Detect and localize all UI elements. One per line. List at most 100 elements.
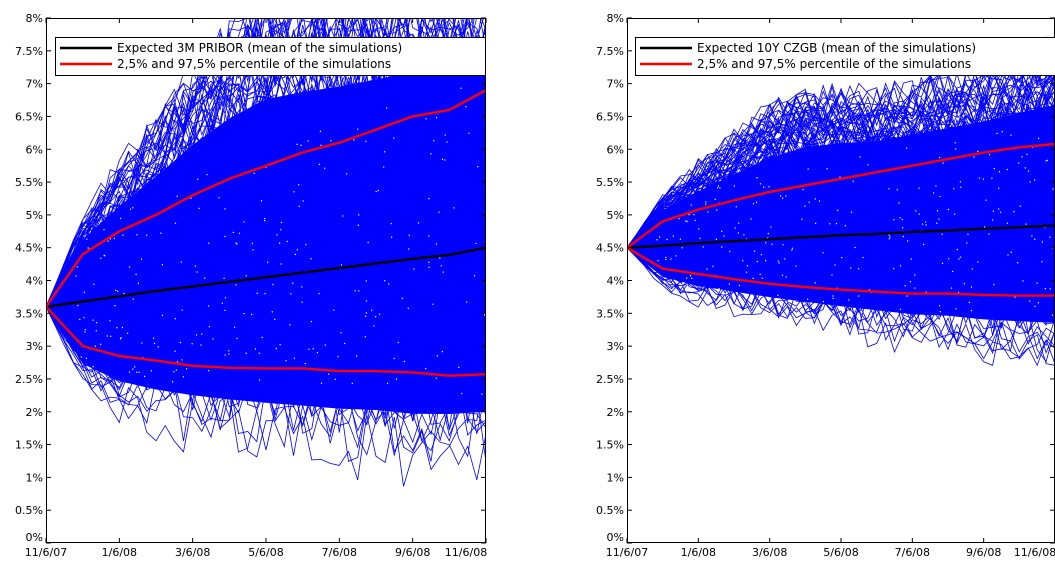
speckle [377, 190, 379, 192]
simulation-path [46, 70, 486, 308]
speckle [224, 235, 226, 238]
simulation-path [627, 95, 1055, 248]
speckle [959, 181, 961, 183]
upper-percentile-line [46, 89, 486, 308]
speckle [763, 186, 765, 188]
speckle [123, 293, 125, 295]
speckle [208, 305, 210, 307]
speckle [296, 143, 298, 145]
speckle [251, 242, 253, 244]
simulation-path [627, 50, 1055, 248]
legend-label: 2,5% and 97,5% percentile of the simulat… [697, 57, 971, 71]
speckle [274, 318, 276, 320]
speckle [939, 156, 941, 159]
speckle [904, 285, 906, 287]
simulation-path [46, 287, 486, 374]
x-axis: 11/6/07 1/6/08 3/6/08 5/6/08 7/6/08 9/6/08 11/… [606, 18, 1055, 559]
speckle [1022, 280, 1024, 282]
x-tick-label: 3/6/08 [175, 546, 210, 559]
speckle [176, 361, 179, 363]
speckle [285, 360, 287, 362]
speckle [440, 265, 442, 267]
speckle [659, 236, 661, 238]
speckle [466, 301, 468, 303]
simulation-path [46, 247, 486, 343]
speckle [442, 271, 444, 273]
speckle [453, 207, 455, 209]
speckle [955, 308, 957, 310]
speckle [119, 338, 122, 340]
speckle [120, 337, 122, 339]
speckle [998, 187, 1000, 189]
plot-area [627, 36, 1055, 367]
speckle [174, 318, 176, 320]
speckle [815, 222, 817, 224]
speckle [310, 320, 313, 323]
x-tick-label: 5/6/08 [248, 546, 283, 559]
simulation-path [627, 241, 1055, 289]
speckle [116, 327, 118, 329]
speckle [770, 226, 772, 228]
speckle [235, 284, 237, 286]
speckle [756, 177, 758, 179]
speckle [1001, 131, 1003, 133]
simulation-path [46, 146, 486, 308]
speckle [968, 301, 970, 303]
speckle [952, 270, 954, 272]
speckle [1021, 156, 1023, 158]
speckle [888, 188, 890, 190]
speckle [717, 185, 719, 187]
speckle [958, 258, 960, 260]
speckle [699, 237, 701, 239]
speckle [174, 350, 176, 352]
speckle [127, 332, 129, 334]
speckle [992, 210, 994, 212]
simulation-paths [46, 18, 486, 487]
speckle [458, 366, 460, 368]
speckle [759, 273, 761, 275]
plot-area [46, 18, 486, 487]
speckle [319, 130, 321, 132]
speckle [925, 291, 927, 293]
speckle [260, 200, 263, 202]
speckle [1027, 170, 1030, 172]
speckle [715, 238, 717, 240]
speckle [393, 137, 395, 139]
simulation-path [627, 112, 1055, 249]
speckle [119, 217, 122, 219]
speckle [109, 238, 111, 240]
speckle [716, 209, 718, 211]
speckle [791, 247, 793, 249]
speckle [441, 351, 443, 353]
speckle [918, 187, 920, 189]
speckle [1010, 134, 1012, 136]
speckle [364, 336, 366, 338]
simulation-path [627, 176, 1055, 249]
simulation-path [46, 52, 486, 308]
speckle [742, 260, 744, 262]
speckle [868, 289, 870, 291]
simulation-path [46, 18, 486, 307]
y-tick-label: 4% [607, 275, 624, 288]
x-tick-label: 3/6/08 [752, 546, 787, 559]
speckle [685, 220, 687, 222]
speckle [298, 205, 300, 207]
speckle [107, 240, 109, 242]
speckle [181, 309, 183, 311]
speckle [245, 352, 247, 354]
y-tick-label: 4.5% [596, 242, 624, 255]
speckle [477, 166, 479, 168]
speckle [765, 242, 767, 244]
speckle [672, 287, 675, 289]
speckle [1034, 238, 1036, 240]
speckle [94, 345, 96, 347]
speckle [893, 267, 895, 270]
speckle [1037, 302, 1039, 304]
speckle [735, 206, 737, 208]
speckle [357, 224, 359, 226]
speckle [224, 297, 227, 299]
speckle [367, 241, 369, 244]
speckle [1049, 236, 1051, 238]
x-tick-label: 7/6/08 [322, 546, 357, 559]
y-tick-label: 3% [607, 340, 624, 353]
